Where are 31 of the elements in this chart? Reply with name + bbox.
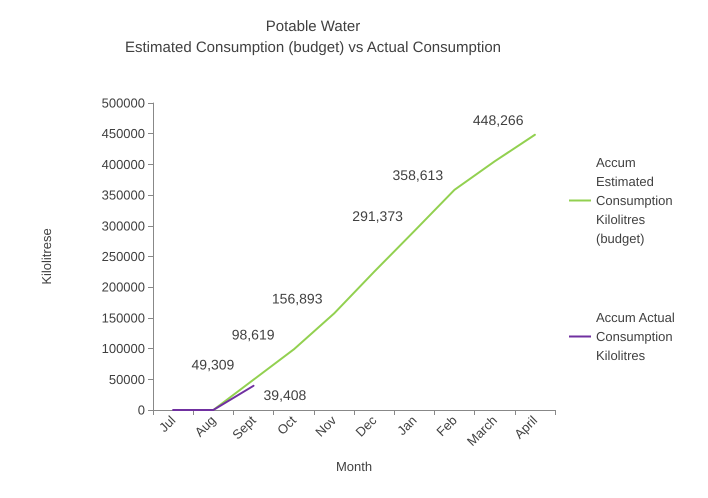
data-label: 49,309 <box>192 356 235 373</box>
data-label: 156,893 <box>272 290 323 307</box>
y-tick-label: 400000 <box>102 156 145 172</box>
x-tick-label: Feb <box>433 412 460 440</box>
x-tick-label: Nov <box>312 412 340 440</box>
x-axis-title: Month <box>336 459 372 474</box>
chart-subtitle: Estimated Consumption (budget) vs Actual Consumption <box>124 39 502 56</box>
y-tick-label: 50000 <box>108 372 145 387</box>
legend-label: Accum Actual Consumption Kilolitres <box>596 310 678 363</box>
y-tick-label: 0 <box>138 402 145 418</box>
y-axis-title: Kilolitrese <box>39 228 54 285</box>
y-tick-label: 200000 <box>102 280 145 295</box>
y-tick-label: 500000 <box>102 96 145 110</box>
data-label: 39,408 <box>264 386 307 403</box>
y-tick-label: 100000 <box>102 341 145 356</box>
y-tick-label: 300000 <box>102 218 145 234</box>
legend-label: Accum Estimated Consumption Kilolitres (budget) <box>596 155 676 246</box>
y-tick-label: 250000 <box>102 249 145 264</box>
y-tick-label: 150000 <box>102 310 145 326</box>
x-tick-label: Jan <box>394 412 420 438</box>
y-tick-label: 350000 <box>102 188 145 203</box>
x-tick-label: Jul <box>156 412 178 436</box>
data-label: 358,613 <box>392 166 444 183</box>
x-tick-label: Dec <box>352 412 380 440</box>
y-tick-label: 450000 <box>102 126 145 142</box>
data-label: 291,373 <box>352 208 404 224</box>
x-tick-label: Oct <box>274 412 300 438</box>
data-label: 448,266 <box>472 112 524 128</box>
x-tick-label: Aug <box>192 412 219 440</box>
chart-title: Potable Water <box>266 18 360 35</box>
data-label: 98,619 <box>232 326 275 342</box>
